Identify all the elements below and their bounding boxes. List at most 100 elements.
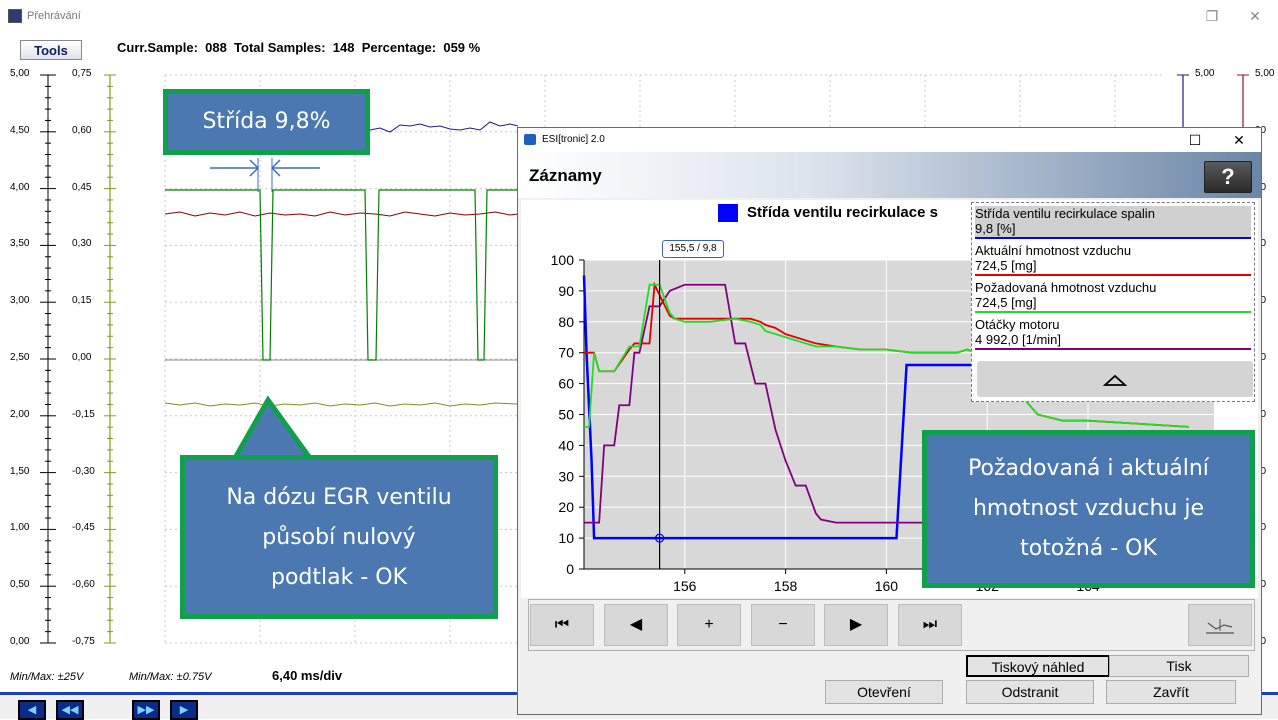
- legend-item[interactable]: Otáčky motoru 4 992,0 [1/min]: [975, 317, 1251, 350]
- legend-item-color: [975, 311, 1251, 313]
- legend-item-value: 724,5 [mg]: [975, 258, 1037, 273]
- y-tick-label: 90: [558, 283, 574, 299]
- chart-settings-button[interactable]: [1188, 604, 1252, 646]
- dialog-titlebar: [518, 128, 1261, 152]
- left-axis2-tick-label: -0,45: [72, 522, 95, 534]
- esitronic-icon: [524, 134, 536, 145]
- print-button[interactable]: Tisk: [1109, 655, 1249, 677]
- left-axis2-tick-label: 0,15: [72, 295, 92, 307]
- left-axis1-tick-label: 1,50: [10, 465, 30, 477]
- left-axis1-tick-label: 5,00: [10, 68, 30, 79]
- close-records-button[interactable]: Zavřít: [1106, 680, 1236, 704]
- x-tick-label: 160: [875, 578, 899, 594]
- window-titlebar: [0, 0, 1278, 32]
- dialog-close-button[interactable]: ✕: [1233, 132, 1245, 148]
- left-axis2-tick-label: 0,60: [72, 124, 92, 136]
- y-tick-label: 50: [558, 407, 574, 423]
- help-button[interactable]: ?: [1204, 161, 1252, 193]
- zoom-out-button[interactable]: −: [751, 604, 815, 646]
- y-tick-label: 10: [558, 530, 574, 546]
- legend-item-name: Otáčky motoru: [975, 317, 1060, 332]
- series-line: [582, 275, 1189, 540]
- callout-air-line2: hmotnost vzduchu je: [972, 496, 1205, 521]
- last-record-button[interactable]: ⏭: [898, 604, 962, 646]
- app-icon: [8, 9, 22, 23]
- previous-button[interactable]: ◀: [604, 604, 668, 646]
- nav-forward-button[interactable]: ▶▶: [132, 700, 160, 720]
- tools-button[interactable]: Tools: [20, 40, 82, 60]
- left-axis2-tick-label: -0,30: [72, 465, 95, 477]
- minmax-channel2: Min/Max: ±0.75V: [129, 671, 212, 683]
- left-axis1-tick-label: 3,00: [10, 295, 30, 307]
- legend-item-color: [975, 237, 1251, 239]
- callout-air-line3: totožná - OK: [1020, 536, 1157, 561]
- y-tick-label: 80: [558, 314, 574, 330]
- y-tick-label: 70: [558, 345, 574, 361]
- dialog-header: [518, 152, 1261, 198]
- nav-rewind-button[interactable]: ◀◀: [56, 700, 84, 720]
- left-axis1-tick-label: 4,50: [10, 124, 30, 136]
- records-dialog: ESI[tronic] 2.0 ☐ ✕ Záznamy ? 0 10 20 30 40 5…: [517, 127, 1262, 715]
- callout-egr-line1: Na dózu EGR ventilu: [226, 485, 452, 510]
- window-title: Přehrávání: [27, 10, 81, 22]
- dialog-maximize-button[interactable]: ☐: [1188, 132, 1202, 148]
- left-axis2-tick-label: -0,15: [72, 408, 95, 420]
- minmax-channel1: Min/Max: ±25V: [10, 671, 84, 683]
- left-axis1-tick-label: 1,00: [10, 522, 30, 534]
- legend-item-name: Požadovaná hmotnost vzduchu: [975, 280, 1157, 295]
- callout-egr: Na dózu EGR ventilu působí nulový podtla…: [180, 455, 498, 619]
- chart-settings-icon: [1206, 619, 1234, 634]
- y-tick-label: 20: [558, 499, 574, 515]
- series-line: [584, 283, 937, 524]
- left-axis1-tick-label: 2,50: [10, 352, 30, 363]
- left-axis2-tick-label: -0,60: [72, 579, 95, 591]
- next-button[interactable]: ▶: [824, 604, 888, 646]
- y-tick-label: 30: [558, 468, 574, 484]
- legend-item[interactable]: Požadovaná hmotnost vzduchu 724,5 [mg]: [975, 280, 1251, 313]
- cursor-marker: [655, 533, 665, 543]
- zoom-in-button[interactable]: +: [677, 604, 741, 646]
- callout-air-mass: Požadovaná i aktuální hmotnost vzduchu j…: [922, 430, 1255, 588]
- y-tick-label: 40: [558, 437, 574, 453]
- print-preview-button[interactable]: Tiskový náhled: [966, 655, 1110, 677]
- delete-button[interactable]: Odstranit: [966, 680, 1094, 704]
- callout-egr-line3: podtlak - OK: [270, 565, 408, 590]
- chart-title: Střída ventilu recirkulace s: [747, 204, 938, 221]
- legend-item-value: 724,5 [mg]: [975, 295, 1037, 310]
- right-axis2-tick-label: 5,00: [1255, 68, 1275, 79]
- left-axis2-tick-label: -0,75: [72, 636, 95, 647]
- legend-item-color: [975, 274, 1251, 276]
- left-axis1-tick-label: 4,00: [10, 181, 30, 193]
- legend-item-name: Aktuální hmotnost vzduchu: [975, 243, 1132, 258]
- right-axis1-tick-label: 5,00: [1195, 68, 1215, 79]
- dialog-heading: Záznamy: [529, 166, 602, 185]
- left-axis1-tick-label: 3,50: [10, 238, 30, 250]
- y-tick-label: 0: [566, 561, 574, 577]
- x-tick-label: 156: [673, 578, 697, 594]
- sample-status: Curr.Sample: 088 Total Samples: 148 Perc…: [117, 40, 481, 55]
- legend-color-square: [718, 204, 738, 222]
- open-button[interactable]: Otevření: [825, 680, 943, 704]
- left-axis2-tick-label: 0,45: [72, 181, 92, 193]
- legend-item[interactable]: Aktuální hmotnost vzduchu 724,5 [mg]: [975, 243, 1251, 276]
- dialog-title: ESI[tronic] 2.0: [542, 134, 605, 145]
- y-tick-label: 60: [558, 376, 574, 392]
- left-axis2-tick-label: 0,00: [72, 352, 92, 363]
- left-axis1-tick-label: 2,00: [10, 408, 30, 420]
- close-button[interactable]: ✕: [1249, 8, 1261, 24]
- nav-first-button[interactable]: ◀: [18, 700, 46, 720]
- callout-duty-cycle: Střída 9,8%: [163, 89, 370, 155]
- legend-item-color: [975, 348, 1251, 350]
- legend-item[interactable]: Střída ventilu recirkulace spalin 9,8 [%]: [975, 206, 1251, 239]
- cursor-value-label: 155,5 / 9,8: [662, 240, 724, 258]
- callout-air-line1: Požadovaná i aktuální: [968, 456, 1209, 481]
- legend-scroll-up-button[interactable]: [977, 361, 1253, 397]
- left-axis2-tick-label: 0,75: [72, 68, 92, 79]
- time-per-division: 6,40 ms/div: [272, 668, 343, 683]
- nav-last-button[interactable]: ▶: [170, 700, 198, 720]
- y-tick-label: 100: [551, 252, 575, 268]
- left-axis1-tick-label: 0,00: [10, 636, 30, 647]
- legend-item-value: 4 992,0 [1/min]: [975, 332, 1061, 347]
- first-record-button[interactable]: ⏮: [530, 604, 594, 646]
- restore-button[interactable]: ❐: [1205, 8, 1219, 24]
